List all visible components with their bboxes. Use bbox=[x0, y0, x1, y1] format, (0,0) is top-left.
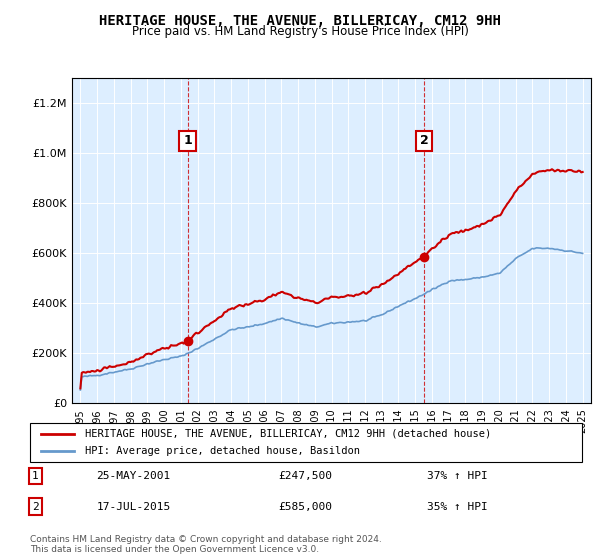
Text: Price paid vs. HM Land Registry's House Price Index (HPI): Price paid vs. HM Land Registry's House … bbox=[131, 25, 469, 38]
Text: 2: 2 bbox=[32, 502, 39, 512]
Text: 2: 2 bbox=[420, 134, 428, 147]
Text: £585,000: £585,000 bbox=[278, 502, 332, 512]
Text: 37% ↑ HPI: 37% ↑ HPI bbox=[427, 471, 488, 481]
Text: HERITAGE HOUSE, THE AVENUE, BILLERICAY, CM12 9HH (detached house): HERITAGE HOUSE, THE AVENUE, BILLERICAY, … bbox=[85, 429, 491, 439]
Text: 17-JUL-2015: 17-JUL-2015 bbox=[96, 502, 170, 512]
Text: 25-MAY-2001: 25-MAY-2001 bbox=[96, 471, 170, 481]
FancyBboxPatch shape bbox=[30, 423, 582, 462]
Text: HERITAGE HOUSE, THE AVENUE, BILLERICAY, CM12 9HH: HERITAGE HOUSE, THE AVENUE, BILLERICAY, … bbox=[99, 14, 501, 28]
Text: 1: 1 bbox=[32, 471, 39, 481]
Text: HPI: Average price, detached house, Basildon: HPI: Average price, detached house, Basi… bbox=[85, 446, 360, 456]
Text: £247,500: £247,500 bbox=[278, 471, 332, 481]
Text: 35% ↑ HPI: 35% ↑ HPI bbox=[427, 502, 488, 512]
Text: 1: 1 bbox=[183, 134, 192, 147]
Text: Contains HM Land Registry data © Crown copyright and database right 2024.
This d: Contains HM Land Registry data © Crown c… bbox=[30, 535, 382, 554]
